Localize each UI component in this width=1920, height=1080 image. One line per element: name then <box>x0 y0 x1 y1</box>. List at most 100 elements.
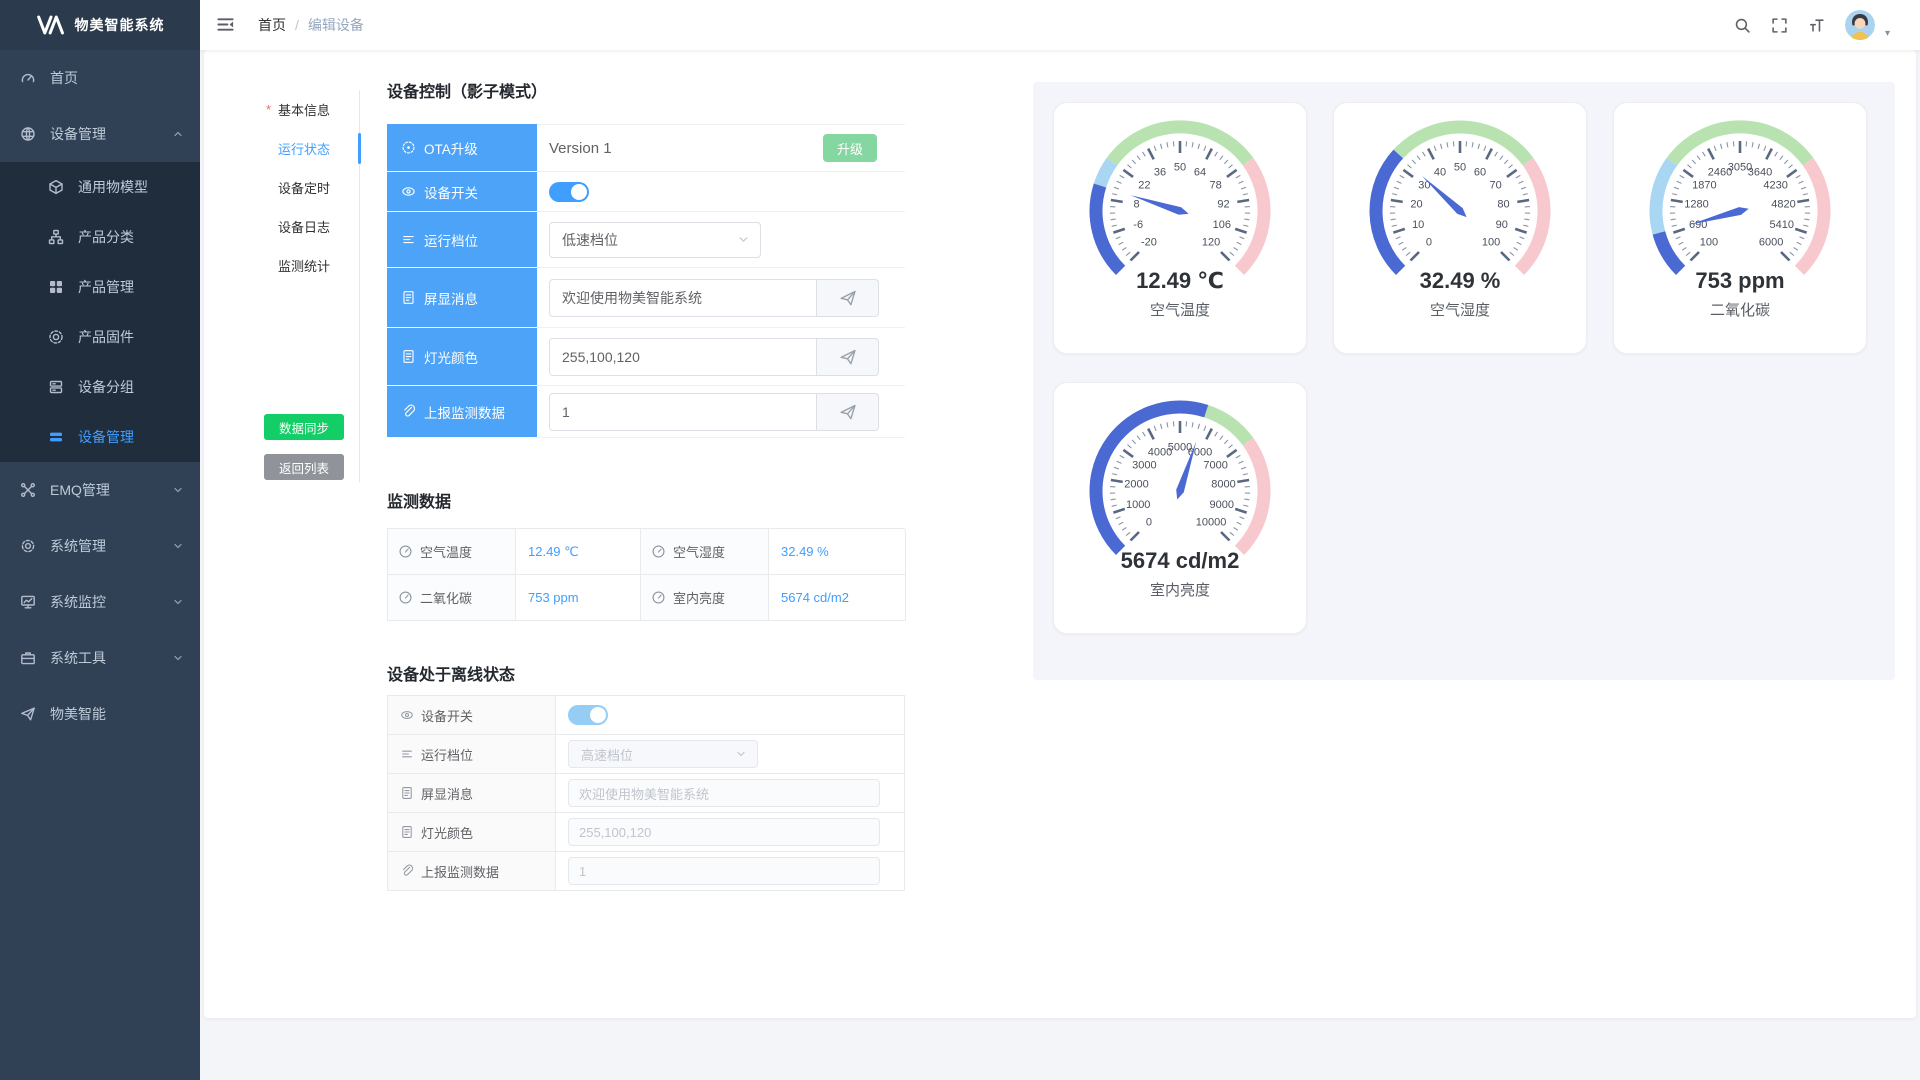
anchor-item-label: 设备定时 <box>278 181 331 196</box>
upgrade-button[interactable]: 升级 <box>823 134 877 162</box>
anchor-item-label: 监测统计 <box>278 259 331 274</box>
sidebar-item-物美智能[interactable]: 物美智能 <box>0 686 200 742</box>
svg-text:50: 50 <box>1174 162 1186 174</box>
run-level-select-disabled: 高速档位 <box>568 740 758 768</box>
sidebar-item-产品分类[interactable]: 产品分类 <box>0 212 200 262</box>
sidebar-item-label: 系统监控 <box>50 594 106 610</box>
sidebar-item-label: 产品固件 <box>78 329 134 345</box>
anchor-item-设备日志[interactable]: 设备日志 <box>258 207 359 246</box>
svg-text:3640: 3640 <box>1748 166 1772 178</box>
offline-state-table: 设备开关 运行档位 高速档位 屏显消息 灯光颜色 上报监测数据 <box>387 695 905 891</box>
svg-text:10000: 10000 <box>1196 517 1227 529</box>
屏显消息-input[interactable] <box>549 278 817 317</box>
anchor-item-监测统计[interactable]: 监测统计 <box>258 246 359 285</box>
back-to-list-button[interactable]: 返回列表 <box>264 454 344 480</box>
sidebar-item-系统工具[interactable]: 系统工具 <box>0 630 200 686</box>
device-shadow-section: 设备控制（影子模式） OTA升级 Version 1 升级 设备开关 运行档位 … <box>387 78 906 891</box>
svg-text:5674 cd/m2: 5674 cd/m2 <box>1121 548 1240 573</box>
monitor-icon <box>20 594 36 610</box>
svg-text:5000: 5000 <box>1168 442 1192 454</box>
send-icon <box>20 706 36 722</box>
svg-text:-20: -20 <box>1141 237 1157 249</box>
field-label: 屏显消息 <box>388 774 556 812</box>
sidebar-item-系统监控[interactable]: 系统监控 <box>0 574 200 630</box>
sidebar-item-产品管理[interactable]: 产品管理 <box>0 262 200 312</box>
devices-icon <box>20 126 36 142</box>
chevron-up-icon <box>172 128 184 140</box>
svg-text:100: 100 <box>1700 237 1718 249</box>
svg-text:92: 92 <box>1217 199 1229 211</box>
svg-text:1000: 1000 <box>1126 499 1150 511</box>
data-sync-button[interactable]: 数据同步 <box>264 414 344 440</box>
svg-text:10: 10 <box>1412 219 1424 231</box>
svg-text:70: 70 <box>1489 180 1501 192</box>
shadow-row-OTA升级: OTA升级 Version 1 升级 <box>387 124 905 172</box>
lines-icon <box>401 232 416 247</box>
select-value: 低速档位 <box>562 231 618 248</box>
sidebar-item-产品固件[interactable]: 产品固件 <box>0 312 200 362</box>
svg-text:8: 8 <box>1133 199 1139 211</box>
doc-icon <box>400 786 414 800</box>
search-icon[interactable] <box>1734 17 1751 34</box>
svg-text:6000: 6000 <box>1759 237 1783 249</box>
send-button[interactable] <box>817 278 879 317</box>
sidebar-item-label: 通用物模型 <box>78 179 148 195</box>
device-switch-toggle[interactable] <box>549 181 589 202</box>
offline-row-灯光颜色: 灯光颜色 <box>388 813 904 852</box>
eye-icon <box>401 184 416 199</box>
breadcrumb-separator: / <box>295 17 299 33</box>
svg-text:64: 64 <box>1194 166 1206 178</box>
sidebar-item-设备分组[interactable]: 设备分组 <box>0 362 200 412</box>
offline-row-上报监测数据: 上报监测数据 <box>388 852 904 891</box>
monitor-value-空气湿度: 32.49 % <box>769 529 906 575</box>
send-button[interactable] <box>817 337 879 376</box>
field-label: OTA升级 <box>387 124 537 172</box>
svg-text:1870: 1870 <box>1692 180 1716 192</box>
send-button[interactable] <box>817 392 879 431</box>
svg-text:22: 22 <box>1138 180 1150 192</box>
anchor-item-label: 运行状态 <box>278 142 331 157</box>
svg-text:690: 690 <box>1689 219 1707 231</box>
doc-icon <box>400 825 414 839</box>
anchor-item-运行状态[interactable]: 运行状态 <box>258 129 361 168</box>
sidebar-item-设备管理[interactable]: 设备管理 <box>0 412 200 462</box>
toolbox-icon <box>20 650 36 666</box>
svg-text:50: 50 <box>1454 162 1466 174</box>
sidebar-item-首页[interactable]: 首页 <box>0 50 200 106</box>
offline-row-屏显消息: 屏显消息 <box>388 774 904 813</box>
灯光颜色-input[interactable] <box>549 337 817 376</box>
sidebar-item-label: 首页 <box>50 70 78 86</box>
gauge-mini-icon <box>398 590 413 605</box>
breadcrumb-home[interactable]: 首页 <box>258 17 286 33</box>
anchor-item-基本信息[interactable]: * 基本信息 <box>258 90 359 129</box>
monitor-value-空气温度: 12.49 ℃ <box>516 529 641 575</box>
run-level-select[interactable]: 低速档位 <box>549 221 761 258</box>
monitor-title: 监测数据 <box>387 494 452 511</box>
sidebar-item-设备管理[interactable]: 设备管理 <box>0 106 200 162</box>
anchor-item-设备定时[interactable]: 设备定时 <box>258 168 359 207</box>
ota-version-text: Version 1 <box>549 139 612 157</box>
sidebar-fold-icon[interactable] <box>216 15 235 34</box>
avatar[interactable] <box>1844 10 1875 40</box>
shadow-row-屏显消息: 屏显消息 <box>387 268 905 328</box>
font-size-icon[interactable] <box>1808 17 1825 34</box>
firmware-icon <box>48 329 64 345</box>
sidebar-item-通用物模型[interactable]: 通用物模型 <box>0 162 200 212</box>
svg-text:9000: 9000 <box>1210 499 1234 511</box>
sidebar-item-label: 系统管理 <box>50 538 106 554</box>
field-label: 设备开关 <box>388 696 556 734</box>
fullscreen-icon[interactable] <box>1771 17 1788 34</box>
sidebar-item-系统管理[interactable]: 系统管理 <box>0 518 200 574</box>
上报监测数据-input[interactable] <box>549 392 817 431</box>
list-icon <box>48 429 64 445</box>
sidebar-item-EMQ管理[interactable]: EMQ管理 <box>0 462 200 518</box>
svg-text:2000: 2000 <box>1124 479 1148 491</box>
sidebar-item-label: 产品分类 <box>78 229 134 245</box>
gauge-mini-icon <box>651 544 666 559</box>
shadow-control-table: OTA升级 Version 1 升级 设备开关 运行档位 低速档位 屏显消息 灯… <box>387 124 905 438</box>
doc-icon <box>401 349 416 364</box>
anchor-nav: * 基本信息运行状态设备定时设备日志监测统计数据同步 返回列表 <box>258 90 361 482</box>
clip-icon <box>400 864 414 878</box>
avatar-caret-icon[interactable]: ▾ <box>1884 27 1890 39</box>
svg-text:8000: 8000 <box>1211 479 1235 491</box>
